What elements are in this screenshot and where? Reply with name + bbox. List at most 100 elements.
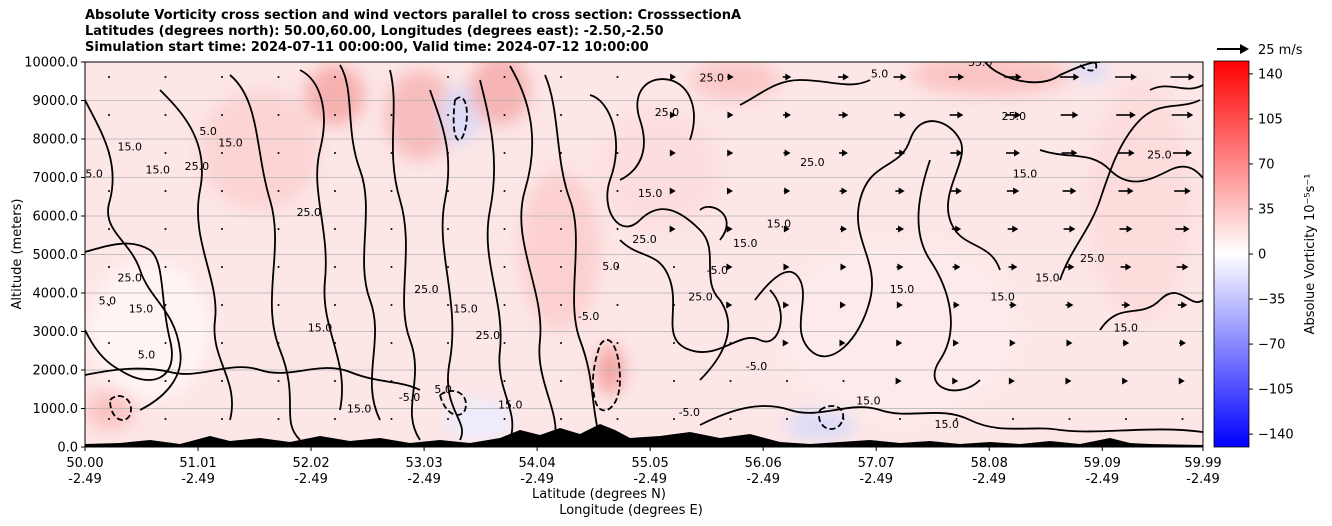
wind-vector — [616, 342, 619, 344]
wind-vector — [783, 263, 790, 271]
contour-label: 25.0 — [655, 106, 680, 119]
wind-vector — [895, 377, 902, 385]
contour-label: 15.0 — [347, 402, 372, 415]
wind-vector — [616, 190, 619, 192]
wind-vector — [839, 149, 848, 157]
x-tick-label-lat: 53.03 — [405, 456, 442, 471]
wind-vector — [164, 228, 167, 230]
wind-vector — [334, 380, 336, 382]
x-tick-label-lat: 59.99 — [1184, 456, 1221, 471]
title-line-3: Simulation start time: 2024-07-11 00:00:… — [85, 40, 649, 55]
wind-vector — [560, 114, 562, 116]
y-tick-label: 10000.0 — [24, 56, 78, 71]
wind-vectors — [108, 73, 1195, 420]
wind-vector — [727, 73, 734, 81]
contour-label: 25.0 — [800, 156, 825, 169]
wind-vector — [108, 380, 110, 382]
wind-vector — [1066, 339, 1073, 347]
colorbar-tick-label: 105 — [1258, 112, 1283, 127]
contour-label: 25.0 — [1002, 110, 1027, 123]
x-tick-label-lat: 50.00 — [66, 456, 103, 471]
contour-label: 15.0 — [1035, 271, 1060, 284]
wind-vector — [669, 111, 676, 119]
wind-vector — [277, 342, 280, 344]
wind-vector — [1176, 263, 1189, 271]
wind-vector — [783, 149, 791, 157]
wind-vector — [669, 149, 676, 157]
x-tick-label-lon: -2.49 — [972, 472, 1006, 487]
contour-label: 25.0 — [699, 71, 724, 84]
wind-vector — [896, 263, 904, 271]
x-tick-label-lon: -2.49 — [1085, 472, 1119, 487]
wind-vector — [616, 380, 619, 382]
wind-vector — [955, 418, 958, 420]
wind-vector — [221, 380, 223, 382]
x-tick-label-lat: 59.09 — [1084, 456, 1121, 471]
wind-vector — [616, 152, 619, 154]
contour-label: 25.0 — [476, 329, 501, 342]
wind-vector — [560, 380, 562, 382]
wind-vector — [1059, 73, 1080, 81]
wind-vector — [447, 266, 449, 268]
contour-label: 5.0 — [99, 295, 117, 308]
wind-vector — [673, 418, 675, 420]
wind-vector — [1065, 377, 1072, 385]
wind-vector — [503, 76, 506, 78]
contour-label: 15.0 — [733, 237, 758, 250]
contour-label: 35.0 — [968, 56, 993, 69]
wind-vector — [447, 418, 449, 420]
wind-vector — [503, 304, 506, 306]
wind-vector — [783, 187, 791, 195]
x-axis: 50.00-2.4951.01-2.4952.02-2.4953.03-2.49… — [66, 447, 1222, 487]
x-tick-label-lon: -2.49 — [68, 472, 102, 487]
contour-label: 35.0 — [78, 168, 103, 181]
wind-vector — [221, 342, 223, 344]
title-line-1: Absolute Vorticity cross section and win… — [85, 8, 742, 23]
colorbar-tick-label: −35 — [1258, 293, 1285, 308]
wind-vector — [108, 304, 110, 306]
wind-vector — [1179, 339, 1186, 347]
wind-vector — [334, 342, 336, 344]
wind-vector — [1115, 73, 1137, 81]
wind-vector — [221, 76, 223, 78]
wind-vector — [726, 301, 733, 309]
wind-vector — [221, 418, 223, 420]
wind-vector — [447, 76, 449, 78]
colorbar-tick-label: −140 — [1258, 428, 1294, 443]
wind-vector — [1005, 111, 1021, 119]
contour-label: 15.0 — [145, 164, 170, 177]
wind-vector — [952, 377, 959, 385]
wind-vector — [1007, 225, 1019, 233]
wind-vector — [1118, 187, 1134, 195]
x-tick-label-lat: 58.08 — [971, 456, 1008, 471]
contour-label: 25.0 — [1080, 252, 1105, 265]
wind-vector — [842, 418, 845, 420]
wind-vector — [108, 418, 110, 420]
wind-vector — [560, 304, 562, 306]
wind-vector — [953, 301, 960, 309]
wind-vector — [503, 380, 506, 382]
contour-label: 25.0 — [688, 291, 713, 304]
wind-vector — [277, 228, 280, 230]
wind-vector — [221, 190, 223, 192]
wind-vector — [1006, 149, 1020, 157]
contour-label: 15.0 — [890, 283, 915, 296]
wind-vector — [1004, 73, 1022, 81]
wind-vector — [783, 301, 790, 309]
wind-vector — [1060, 111, 1079, 119]
wind-vector — [842, 380, 845, 382]
vorticity-contours — [85, 62, 1203, 441]
wind-vector — [164, 76, 167, 78]
wind-vector — [1121, 301, 1131, 309]
x-tick-label-lon: -2.49 — [1186, 472, 1220, 487]
x-tick-label-lat: 54.04 — [519, 456, 556, 471]
wind-vector — [560, 228, 562, 230]
y-tick-label: 1000.0 — [33, 402, 79, 417]
wind-vector — [952, 263, 961, 271]
wind-vector — [1006, 187, 1020, 195]
y-axis-label: Altitude (meters) — [10, 199, 25, 310]
wind-vector — [1008, 263, 1018, 271]
wind-vector — [277, 418, 280, 420]
contour-label: 15.0 — [856, 395, 881, 408]
wind-vector — [951, 225, 962, 233]
